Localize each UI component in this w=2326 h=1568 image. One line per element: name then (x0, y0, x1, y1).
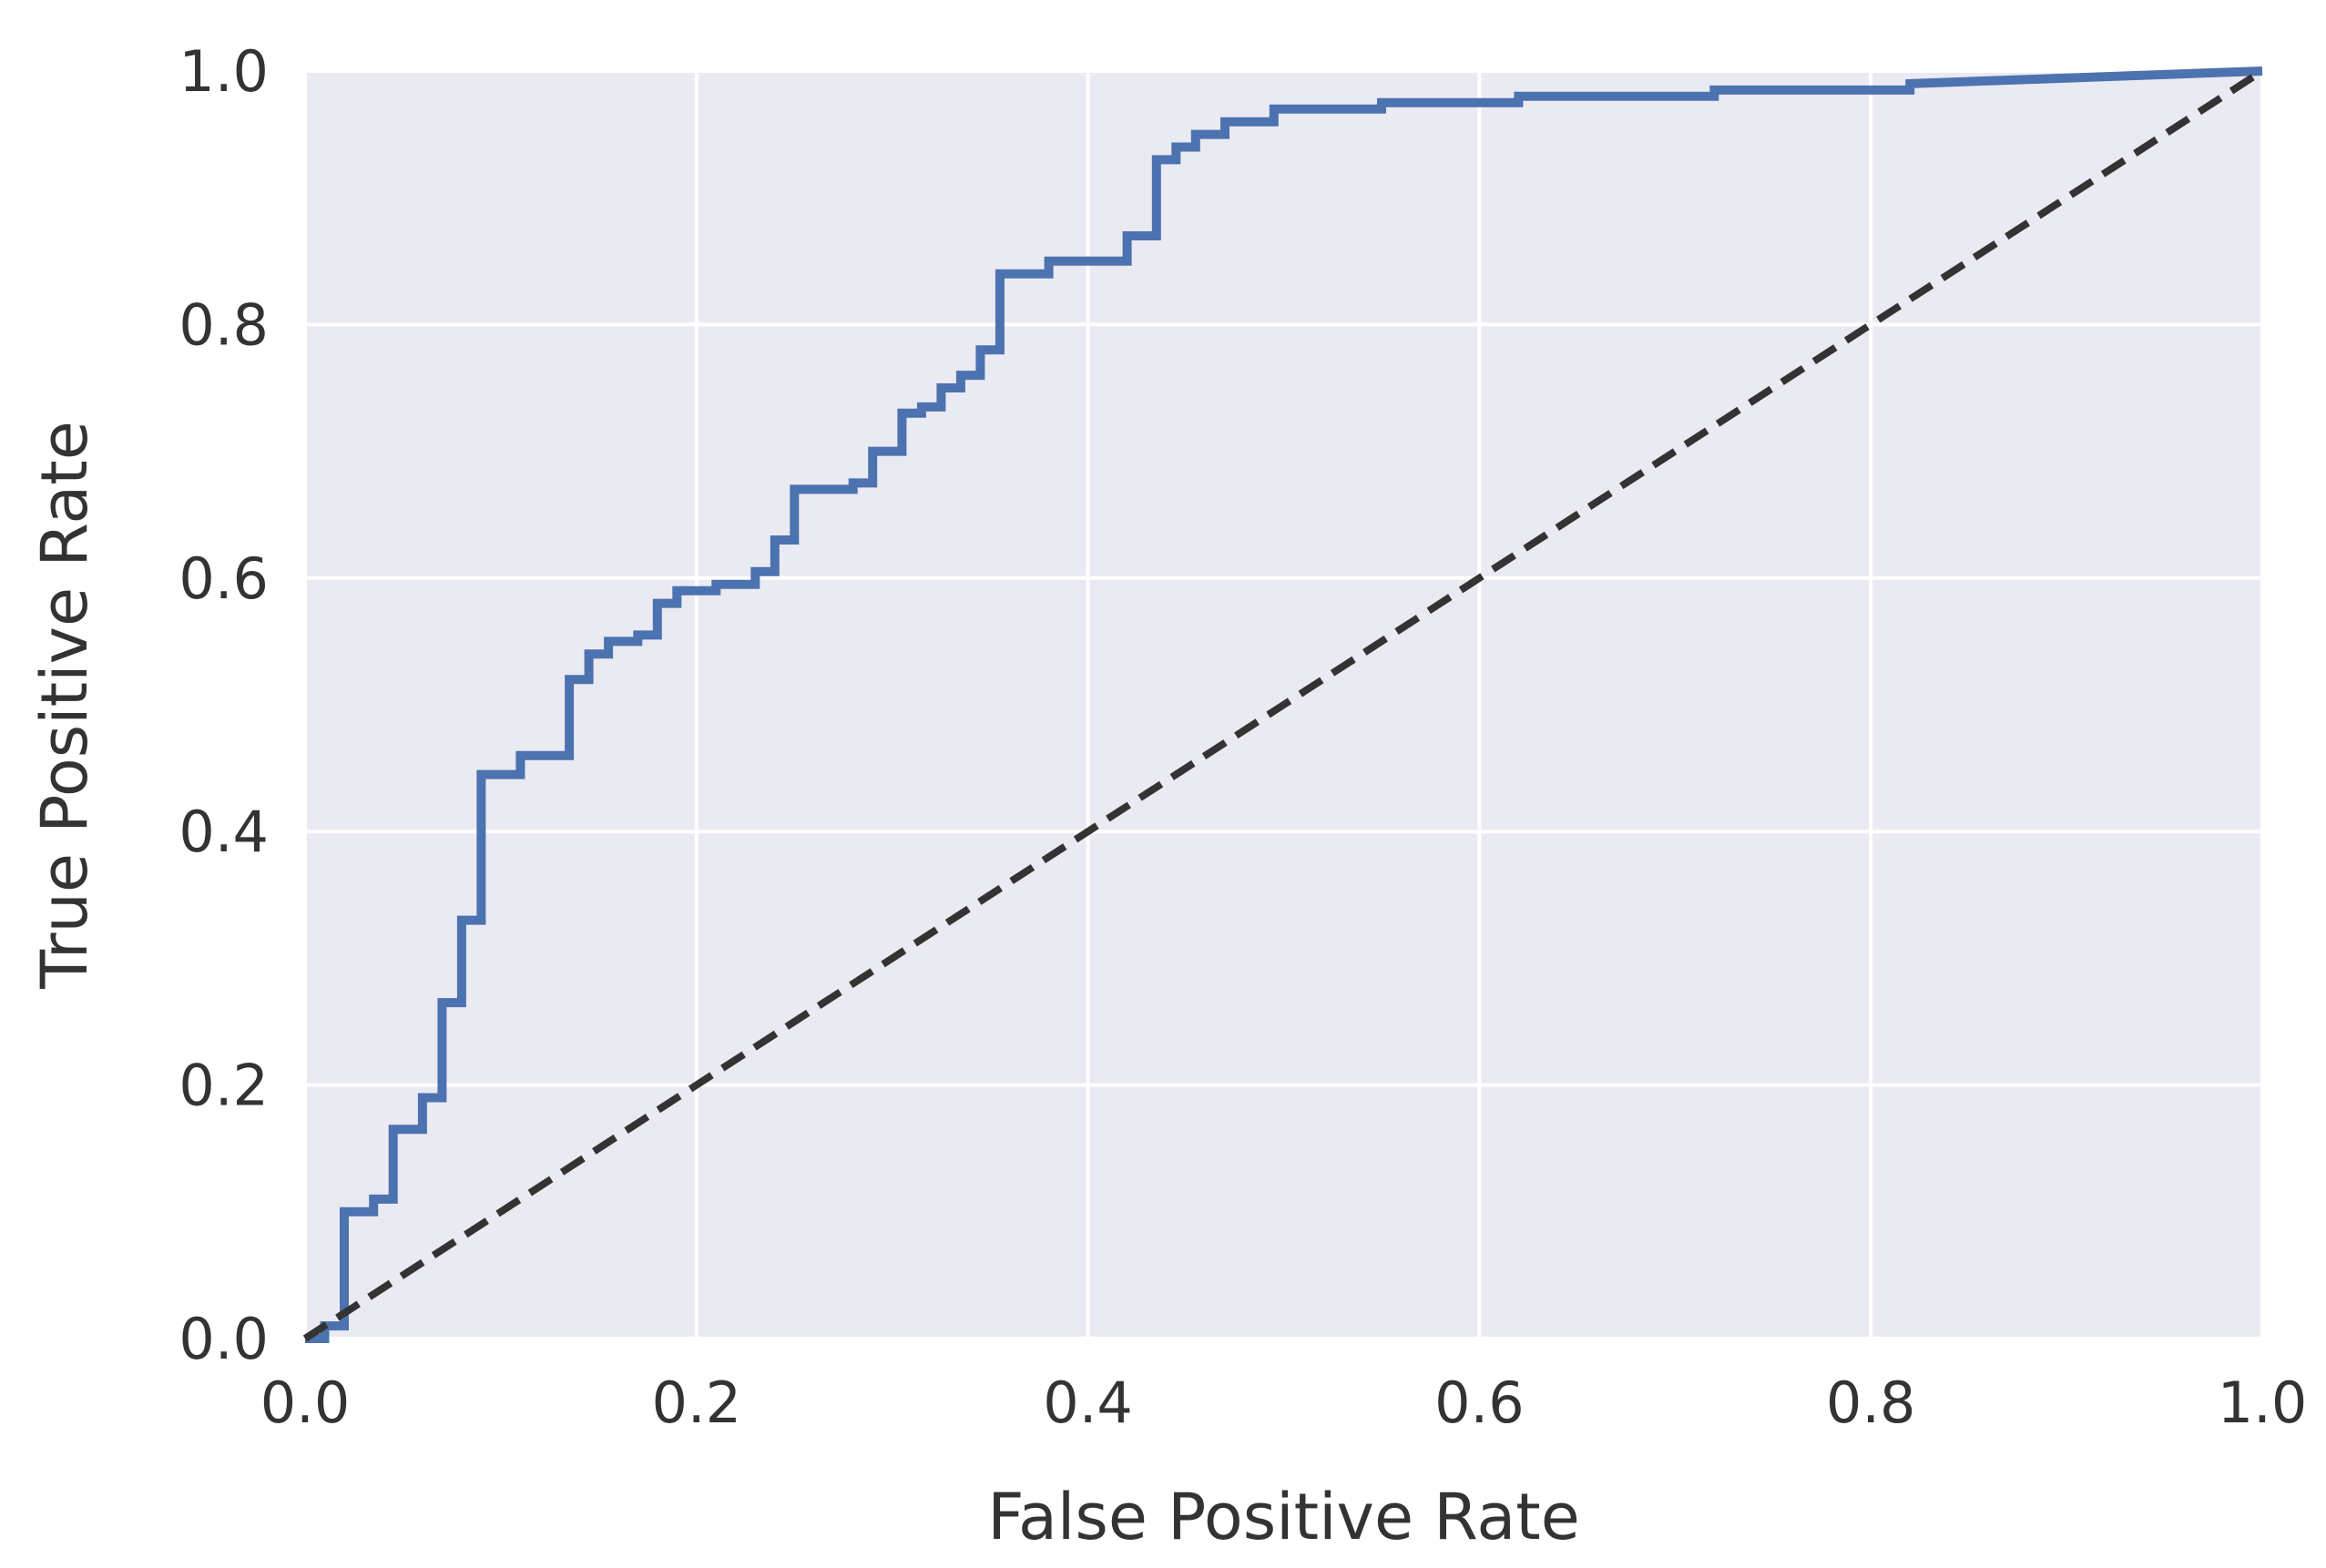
y-tick-label: 0.4 (179, 799, 269, 865)
x-tick-label: 0.6 (1434, 1369, 1525, 1436)
y-tick-labels: 0.0 0.2 0.4 0.6 0.8 1.0 (179, 38, 269, 1372)
grid-lines (303, 69, 2264, 1340)
x-tick-label: 0.8 (1826, 1369, 1916, 1436)
x-axis-label: False Positive Rate (987, 1480, 1580, 1554)
series-layer (302, 66, 2265, 1343)
y-tick-label: 0.6 (179, 545, 269, 612)
x-tick-label: 0.4 (1043, 1369, 1133, 1436)
y-axis-label: True Positive Rate (27, 421, 102, 990)
roc-curve-line (305, 66, 2263, 1343)
y-tick-label: 1.0 (179, 38, 269, 105)
x-tick-label: 0.2 (651, 1369, 741, 1436)
x-tick-label: 1.0 (2218, 1369, 2308, 1436)
x-tick-labels: 0.0 0.2 0.4 0.6 0.8 1.0 (260, 1369, 2308, 1436)
y-tick-label: 0.2 (179, 1053, 269, 1119)
y-tick-label: 0.8 (179, 291, 269, 358)
x-tick-label: 0.0 (260, 1369, 351, 1436)
chance-diagonal-line (302, 67, 2265, 1342)
y-tick-label: 0.0 (179, 1306, 269, 1372)
